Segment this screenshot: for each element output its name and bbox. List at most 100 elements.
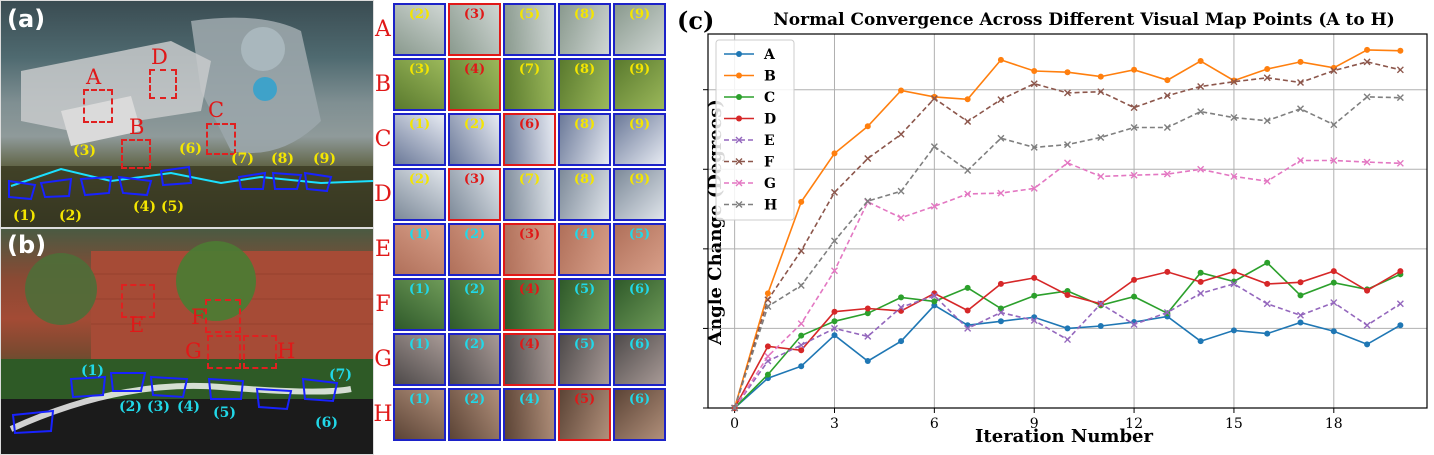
patch-tile: (5) xyxy=(558,388,611,441)
camera-label: (2) xyxy=(119,399,142,415)
patch-tile: (3) xyxy=(448,168,501,221)
patch-tile: (2) xyxy=(448,113,501,166)
data-point xyxy=(1297,311,1305,319)
patch-tile-label: (5) xyxy=(518,7,541,22)
data-point xyxy=(1363,93,1371,101)
data-point xyxy=(997,56,1004,63)
patch-tile: (4) xyxy=(558,223,611,276)
x-tick-label: 3 xyxy=(830,416,839,432)
patch-tile: (1) xyxy=(393,113,446,166)
patch-tile-label: (7) xyxy=(518,62,541,77)
region-h-box xyxy=(243,335,277,369)
data-point xyxy=(1263,300,1271,308)
patch-tile: (5) xyxy=(503,3,556,56)
data-point xyxy=(1364,341,1371,348)
data-point xyxy=(964,166,972,174)
data-point xyxy=(1230,114,1238,122)
data-point xyxy=(898,338,905,345)
data-point xyxy=(1030,80,1038,88)
data-point xyxy=(1364,287,1371,294)
data-point xyxy=(1363,58,1371,66)
data-point xyxy=(798,347,805,354)
patch-tile-label: (2) xyxy=(463,392,486,407)
patch-tile-label: (2) xyxy=(463,282,486,297)
region-d-label: D xyxy=(151,45,168,69)
data-point xyxy=(997,189,1005,197)
patch-tile-label: (8) xyxy=(573,117,596,132)
patch-row-letter: E xyxy=(374,237,392,262)
data-point xyxy=(1330,67,1338,75)
data-point xyxy=(1396,300,1404,308)
x-tick-label: 15 xyxy=(1225,416,1243,432)
patch-tile-label: (1) xyxy=(408,117,431,132)
data-point xyxy=(1397,268,1404,275)
patch-tile: (6) xyxy=(613,333,666,386)
region-b-label: B xyxy=(129,115,145,139)
data-point xyxy=(1031,292,1038,299)
data-point xyxy=(1363,158,1371,166)
data-point xyxy=(831,332,838,339)
region-d-box xyxy=(149,69,177,99)
data-point xyxy=(930,202,938,210)
data-point xyxy=(830,188,838,196)
data-point xyxy=(1130,124,1138,131)
patch-tile: (2) xyxy=(448,223,501,276)
patch-tile: (7) xyxy=(503,168,556,221)
data-point xyxy=(1064,336,1071,344)
camera-label: (1) xyxy=(81,363,104,379)
data-point xyxy=(831,308,838,315)
data-point xyxy=(1064,325,1071,332)
patch-tile: (2) xyxy=(448,388,501,441)
data-point xyxy=(1030,184,1038,192)
camera-label: (4) xyxy=(177,399,200,415)
x-axis-label: Iteration Number xyxy=(975,426,1153,447)
region-h-label: H xyxy=(277,339,296,363)
photo-panel-a: (a) A B C D (1) (2) (3) (4) (5) (6) (7) … xyxy=(0,0,374,228)
patch-tile-label: (9) xyxy=(628,117,651,132)
data-point xyxy=(1164,77,1171,84)
patch-grid: (2) (3) (5) (8) (9) (3) (4) (7) (8) (9) (1) (2) (6) (… xyxy=(393,3,668,444)
patch-tile: (7) xyxy=(503,58,556,111)
patch-tile: (6) xyxy=(613,278,666,331)
data-point xyxy=(1131,276,1138,283)
patch-tile-label: (8) xyxy=(573,172,596,187)
x-tick-label: 18 xyxy=(1325,416,1343,432)
patch-tile-label: (6) xyxy=(518,117,541,132)
legend-entry: F xyxy=(764,155,774,171)
camera-label: (3) xyxy=(73,143,96,159)
patch-tile-label: (9) xyxy=(628,62,651,77)
patch-row-letter: G xyxy=(374,347,392,372)
region-e-label: E xyxy=(129,313,145,337)
data-point xyxy=(997,96,1005,104)
data-point xyxy=(1396,159,1404,167)
data-point xyxy=(1396,94,1404,102)
data-point xyxy=(1363,321,1371,329)
camera-label: (9) xyxy=(313,151,336,167)
data-point xyxy=(930,292,938,300)
patch-tile: (1) xyxy=(393,278,446,331)
camera-label: (2) xyxy=(59,208,82,224)
legend-swatch-marker xyxy=(735,136,743,144)
data-point xyxy=(830,237,838,245)
data-point xyxy=(1130,320,1138,328)
patch-tile-label: (6) xyxy=(628,337,651,352)
data-point xyxy=(1131,66,1138,73)
patch-tile-label: (5) xyxy=(573,392,596,407)
data-point xyxy=(1297,279,1304,286)
patch-tile: (6) xyxy=(503,113,556,166)
data-point xyxy=(1097,172,1105,180)
data-point xyxy=(1163,124,1171,131)
data-point xyxy=(1064,69,1071,76)
data-point xyxy=(830,324,838,332)
legend-entry: A xyxy=(763,47,776,63)
patch-tile-label: (4) xyxy=(518,392,541,407)
region-b-box xyxy=(121,139,151,169)
data-point xyxy=(1197,108,1205,116)
chart-title: Normal Convergence Across Different Visu… xyxy=(773,10,1395,30)
data-point xyxy=(1064,89,1071,97)
data-point xyxy=(1030,316,1038,324)
patch-tile: (1) xyxy=(393,223,446,276)
photo-panel-b: (b) E F G H (1) (2) (3) (4) (5) (6) (7) xyxy=(0,228,374,455)
data-point xyxy=(964,324,972,332)
patch-tile-label: (9) xyxy=(628,172,651,187)
